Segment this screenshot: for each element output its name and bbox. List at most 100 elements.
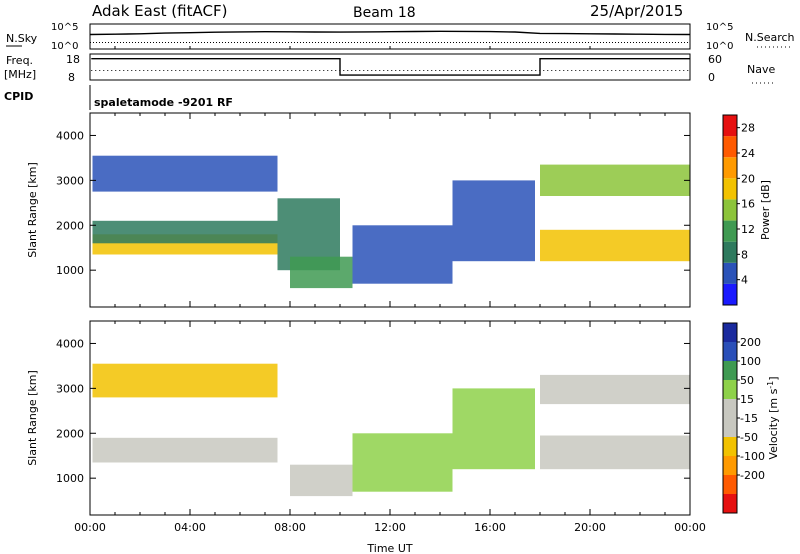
xtick-label-0: 00:00 <box>74 521 106 534</box>
cbar-tick-label-1-7: -200 <box>740 469 765 482</box>
cbar-tick-label-0-2: 12 <box>741 223 755 236</box>
power-y-axis: 1000 2000 3000 4000 <box>56 129 690 277</box>
colorbar-seg-1-6 <box>723 380 737 399</box>
freq-tick-top: 18 <box>66 53 80 66</box>
colorbar-seg-0-6 <box>723 157 737 179</box>
colorbar-seg-1-2 <box>723 456 737 475</box>
heatmap-band-0-6 <box>452 180 535 262</box>
heatmap-band-0-1 <box>92 220 278 244</box>
nsky-series-line-0 <box>89 30 691 36</box>
heatmap-band-1-2 <box>290 464 353 497</box>
heatmap-band-1-4 <box>452 388 535 470</box>
ytick-label-1-0: 1000 <box>56 472 84 485</box>
cbar-tick-label-1-2: 50 <box>740 374 754 387</box>
heatmap-band-0-4 <box>290 256 353 289</box>
cpid-mode-text: spaletamode -9201 RF <box>94 96 233 109</box>
freq-frame <box>89 53 691 81</box>
ytick-label-0-2: 3000 <box>56 174 84 187</box>
heatmap-band-0-2 <box>92 155 278 192</box>
heatmap-band-1-5 <box>540 435 690 470</box>
cbar-tick-label-1-5: -50 <box>740 431 758 444</box>
freq-label: Freq. <box>6 54 33 67</box>
freq-unit-label: [MHz] <box>4 68 36 81</box>
cbar-tick-label-1-0: 200 <box>740 336 761 349</box>
cbar-tick-label-1-6: -100 <box>740 450 765 463</box>
velocity-y-axis: 1000 2000 3000 4000 <box>56 337 690 485</box>
nave-tick-bottom: 0 <box>708 71 715 84</box>
colorbar-seg-0-3 <box>723 220 737 242</box>
colorbar-seg-0-4 <box>723 199 737 221</box>
cbar-tick-label-1-3: 15 <box>740 393 754 406</box>
xtick-label-3: 12:00 <box>374 521 406 534</box>
colorbar-seg-0-7 <box>723 136 737 158</box>
velocity-label-sup: -1 <box>766 381 775 389</box>
nsky-series <box>89 30 691 49</box>
nsearch-tick-bottom: 10^0 <box>706 41 733 52</box>
cbar-tick-label-1-1: 100 <box>740 355 761 368</box>
cbar-tick-label-0-3: 16 <box>741 198 755 211</box>
colorbar-seg-1-3 <box>723 437 737 456</box>
freq-tick-bottom: 8 <box>68 71 75 84</box>
xtick-label-5: 20:00 <box>574 521 606 534</box>
ytick-label-1-1: 2000 <box>56 427 84 440</box>
heatmap-band-0-7 <box>540 229 690 262</box>
nsky-frame <box>89 23 691 50</box>
nsky-tick-top: 10^5 <box>51 22 78 33</box>
nave-label: Nave <box>747 63 775 76</box>
ytick-label-1-3: 4000 <box>56 337 84 350</box>
beam-title: Beam 18 <box>353 5 416 21</box>
freq-series <box>91 58 690 76</box>
velocity-colorbar: 200 100 50 15 -15 -50 -100 -200 <box>722 322 765 514</box>
ytick-label-1-2: 3000 <box>56 382 84 395</box>
colorbar-seg-0-8 <box>723 115 737 137</box>
xtick-label-1: 04:00 <box>174 521 206 534</box>
cbar-tick-label-0-0: 4 <box>741 274 748 287</box>
cpid-panel: CPID spaletamode -9201 RF <box>4 85 233 110</box>
colorbar-seg-1-1 <box>723 475 737 494</box>
power-colorbar-label: Power [dB] <box>759 180 772 240</box>
cpid-label: CPID <box>4 90 33 103</box>
freq-line <box>91 58 690 76</box>
cbar-tick-label-0-5: 24 <box>741 147 755 160</box>
cbar-tick-label-0-1: 8 <box>741 248 748 261</box>
cbar-tick-label-0-4: 20 <box>741 172 755 185</box>
freq-panel: Freq. [MHz] 18 8 60 0 Nave <box>4 53 775 84</box>
xtick-label-2: 08:00 <box>274 521 306 534</box>
nsearch-label: N.Search <box>745 31 795 44</box>
colorbar-seg-1-9 <box>723 323 737 342</box>
colorbar-seg-0-2 <box>723 241 737 263</box>
heatmap-band-1-6 <box>540 374 690 405</box>
velocity-label-prefix: Velocity [m s <box>767 388 780 459</box>
ytick-label-0-0: 1000 <box>56 264 84 277</box>
velocity-x-axis: 00:00 04:00 08:00 12:00 16:00 20:00 00:00 <box>74 321 706 534</box>
date-title: 25/Apr/2015 <box>590 2 683 20</box>
power-heatmap <box>92 155 690 289</box>
velocity-ylabel: Slant Range [km] <box>26 370 39 466</box>
power-panel: 1000 2000 3000 4000 Slant Range [km] 4 8 12 16… <box>26 112 772 308</box>
colorbar-frame-0 <box>722 114 738 306</box>
heatmap-band-1-0 <box>92 437 278 463</box>
heatmap-band-1-3 <box>352 433 453 492</box>
cbar-tick-label-1-4: -15 <box>740 412 758 425</box>
velocity-label-suffix: ] <box>767 376 780 380</box>
colorbar-seg-1-0 <box>723 494 737 513</box>
heatmap-band-1-1 <box>92 363 278 398</box>
ytick-label-0-3: 4000 <box>56 129 84 142</box>
velocity-heatmap <box>92 363 690 497</box>
heatmap-band-0-8 <box>540 164 690 196</box>
xtick-label-4: 16:00 <box>474 521 506 534</box>
colorbar-seg-1-5 <box>723 399 737 418</box>
velocity-panel: 1000 2000 3000 4000 00:00 04:00 08:00 12:00 16:… <box>26 320 780 554</box>
station-title: Adak East (fitACF) <box>92 2 227 20</box>
power-ylabel: Slant Range [km] <box>26 162 39 258</box>
nsearch-tick-top: 10^5 <box>706 22 733 33</box>
xtick-label-6: 00:00 <box>674 521 706 534</box>
nsky-tick-bottom: 10^0 <box>51 41 78 52</box>
velocity-colorbar-label: Velocity [m s-1] <box>766 376 780 459</box>
ytick-label-0-1: 2000 <box>56 219 84 232</box>
colorbar-seg-0-0 <box>723 283 737 305</box>
colorbar-seg-0-1 <box>723 262 737 284</box>
nsky-label: N.Sky <box>6 32 38 45</box>
colorbar-seg-1-4 <box>723 418 737 437</box>
